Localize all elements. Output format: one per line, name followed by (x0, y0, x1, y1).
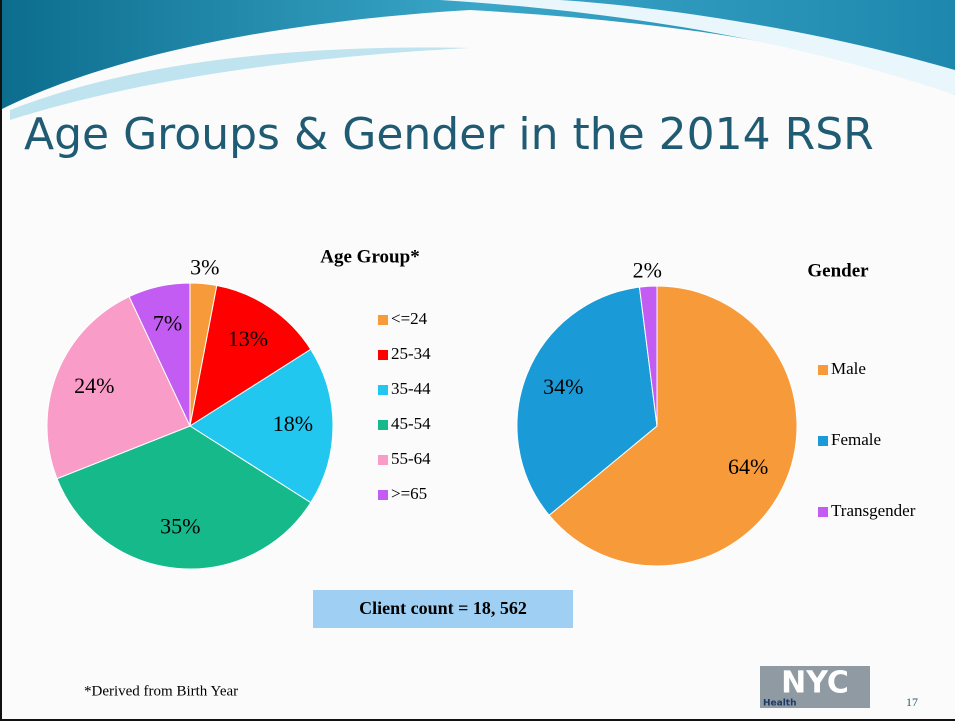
slide: Age Groups & Gender in the 2014 RSR Clie… (0, 0, 955, 721)
data-label: 35% (160, 514, 200, 539)
legend-swatch (378, 490, 388, 500)
legend-label: <=24 (391, 309, 428, 328)
legend-swatch (818, 436, 828, 446)
data-label: 34% (543, 374, 583, 399)
client-count: Client count = 18, 562 (359, 598, 527, 618)
page-number: 17 (906, 695, 918, 709)
data-label: 3% (190, 255, 219, 280)
legend-label: Transgender (831, 501, 916, 520)
logo: NYC (781, 666, 849, 701)
legend-swatch (818, 507, 828, 517)
data-label: 64% (728, 454, 768, 479)
legend-swatch (378, 420, 388, 430)
chart-title: Gender (807, 260, 869, 281)
chart-title: Age Group* (320, 246, 419, 267)
legend-label: 25-34 (391, 344, 431, 363)
legend-swatch (378, 315, 388, 325)
legend-label: >=65 (391, 484, 427, 503)
legend-label: Female (831, 430, 881, 449)
slide-title: Age Groups & Gender in the 2014 RSR (24, 109, 874, 160)
data-label: 7% (153, 311, 182, 336)
legend-label: 55-64 (391, 449, 431, 468)
legend-label: 35-44 (391, 379, 431, 398)
data-label: 24% (74, 373, 114, 398)
footnote: *Derived from Birth Year (84, 683, 238, 699)
legend-swatch (378, 350, 388, 360)
legend-swatch (818, 365, 828, 375)
legend-label: Male (831, 359, 866, 378)
data-label: 13% (228, 326, 268, 351)
data-label: 2% (633, 257, 662, 282)
data-label: 18% (273, 411, 313, 436)
legend-label: 45-54 (391, 414, 431, 433)
logo-subtext: Health (763, 699, 797, 709)
legend-swatch (378, 455, 388, 465)
legend-swatch (378, 385, 388, 395)
